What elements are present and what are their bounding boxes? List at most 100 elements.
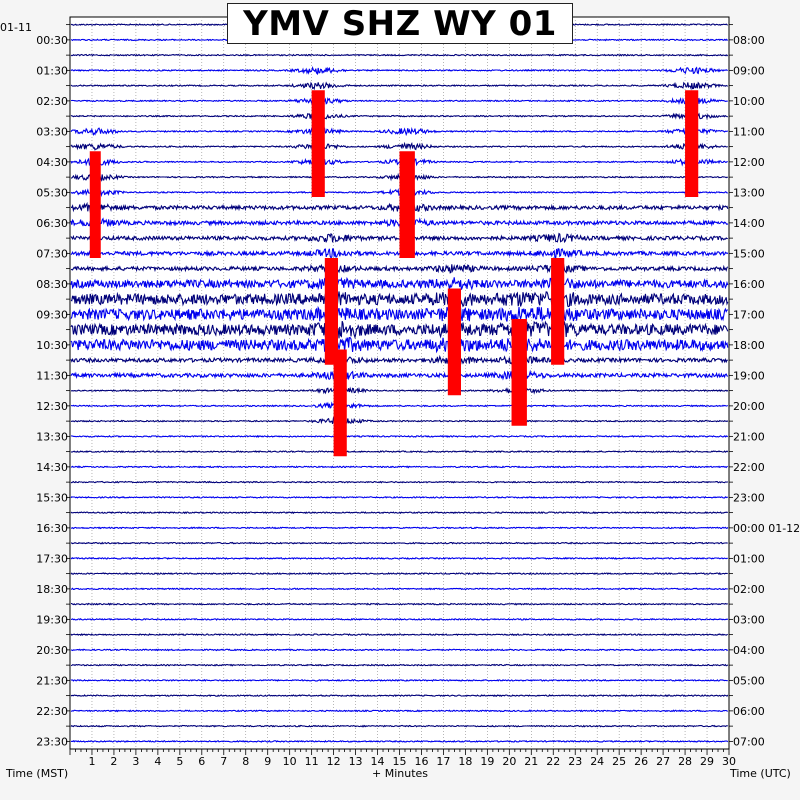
seismogram-trace	[71, 602, 728, 606]
event-picks	[89, 90, 699, 457]
event-pick	[324, 258, 338, 365]
grid-lines	[91, 17, 708, 749]
x-tick-label: 1	[88, 755, 95, 768]
chart-title: YMV SHZ WY 01	[227, 3, 573, 44]
right-time-label: 01:00	[733, 552, 765, 565]
x-tick-label: 11	[305, 755, 319, 768]
seismogram-trace	[70, 511, 728, 515]
event-pick	[551, 258, 565, 365]
x-tick-label: 29	[700, 755, 714, 768]
x-tick-label: 13	[349, 755, 363, 768]
seismogram-trace	[70, 111, 728, 121]
event-pick	[333, 349, 347, 457]
seismogram-trace	[70, 541, 728, 545]
seismogram-trace	[71, 386, 729, 395]
seismogram-trace	[70, 648, 729, 652]
x-tick-label: 17	[436, 755, 450, 768]
left-time-label: 21:30	[36, 674, 68, 687]
right-time-label: 18:00	[733, 339, 765, 352]
seismogram-trace	[70, 336, 729, 354]
x-tick-label: 14	[371, 755, 385, 768]
left-date-label: 01-11	[0, 21, 32, 34]
x-tick-label: 19	[480, 755, 494, 768]
right-time-label: 12:00	[733, 156, 765, 169]
right-time-label: 20:00	[733, 400, 765, 413]
x-tick-label: 12	[327, 755, 341, 768]
seismogram-trace	[70, 290, 729, 308]
seismogram-trace	[70, 81, 728, 91]
left-time-label: 06:30	[36, 217, 68, 230]
event-pick	[311, 90, 325, 197]
x-tick-label: 24	[590, 755, 604, 768]
seismogram-trace	[70, 739, 729, 743]
x-tick-label: 6	[198, 755, 205, 768]
seismogram-trace	[70, 353, 728, 366]
seismogram-trace	[70, 187, 728, 198]
right-time-label: 06:00	[733, 705, 765, 718]
left-time-label: 20:30	[36, 644, 68, 657]
seismogram-trace	[70, 126, 729, 137]
axis-labels: 00:30 01:30 02:30 03:30 04:30 05:30 06:30 07:30…	[0, 21, 800, 780]
seismogram-trace	[70, 319, 729, 340]
right-time-label: 02:00	[733, 583, 765, 596]
right-time-label: 21:00	[733, 430, 765, 443]
left-time-label: 13:30	[36, 430, 68, 443]
x-tick-label: 26	[634, 755, 648, 768]
seismogram-trace	[70, 434, 729, 438]
right-time-label: 03:00	[733, 613, 765, 626]
seismogram-trace	[70, 217, 729, 229]
right-time-label: 16:00	[733, 278, 765, 291]
left-time-label: 16:30	[36, 522, 68, 535]
right-time-label: 14:00	[733, 217, 765, 230]
x-tick-label: 15	[393, 755, 407, 768]
right-time-label: 00:00 01-12	[733, 522, 800, 535]
right-time-label: 07:00	[733, 735, 765, 748]
left-time-label: 00:30	[36, 34, 68, 47]
left-time-label: 07:30	[36, 247, 68, 260]
left-time-label: 14:30	[36, 461, 68, 474]
seismogram-trace	[70, 709, 728, 713]
right-time-label: 13:00	[733, 186, 765, 199]
right-time-label: 05:00	[733, 674, 765, 687]
seismogram-trace	[70, 141, 728, 151]
seismogram-trace	[70, 276, 729, 291]
x-tick-label: 3	[132, 755, 139, 768]
left-time-label: 12:30	[36, 400, 68, 413]
x-tick-label: 10	[283, 755, 297, 768]
right-time-label: 17:00	[733, 308, 765, 321]
seismogram-trace	[70, 232, 728, 244]
left-time-label: 18:30	[36, 583, 68, 596]
x-tick-label: 18	[458, 755, 472, 768]
seismogram-trace	[70, 96, 728, 106]
x-tick-label: 16	[414, 755, 428, 768]
x-tick-label: 30	[722, 755, 736, 768]
left-time-label: 01:30	[36, 64, 68, 77]
event-pick	[447, 288, 462, 396]
seismogram-trace	[70, 617, 729, 621]
right-axis-title: Time (UTC)	[729, 767, 791, 780]
x-tick-label: 22	[546, 755, 560, 768]
seismogram-trace	[70, 369, 729, 382]
left-time-label: 04:30	[36, 156, 68, 169]
right-time-label: 22:00	[733, 461, 765, 474]
x-tick-label: 20	[502, 755, 516, 768]
x-tick-label: 8	[242, 755, 249, 768]
event-pick	[89, 151, 101, 258]
seismogram-traces	[70, 23, 729, 743]
event-pick	[511, 319, 527, 426]
left-axis-title: Time (MST)	[5, 767, 68, 780]
x-tick-label: 2	[110, 755, 117, 768]
x-tick-label: 4	[154, 755, 161, 768]
right-time-label: 19:00	[733, 369, 765, 382]
seismogram-trace	[70, 66, 728, 76]
seismogram-trace	[70, 633, 728, 637]
seismogram-trace	[70, 172, 729, 182]
seismogram-trace	[70, 587, 728, 591]
left-time-label: 22:30	[36, 705, 68, 718]
x-tick-label: 9	[264, 755, 271, 768]
x-tick-label: 28	[678, 755, 692, 768]
right-time-label: 08:00	[733, 34, 765, 47]
seismogram-trace	[70, 526, 729, 530]
seismogram-trace	[70, 663, 729, 667]
